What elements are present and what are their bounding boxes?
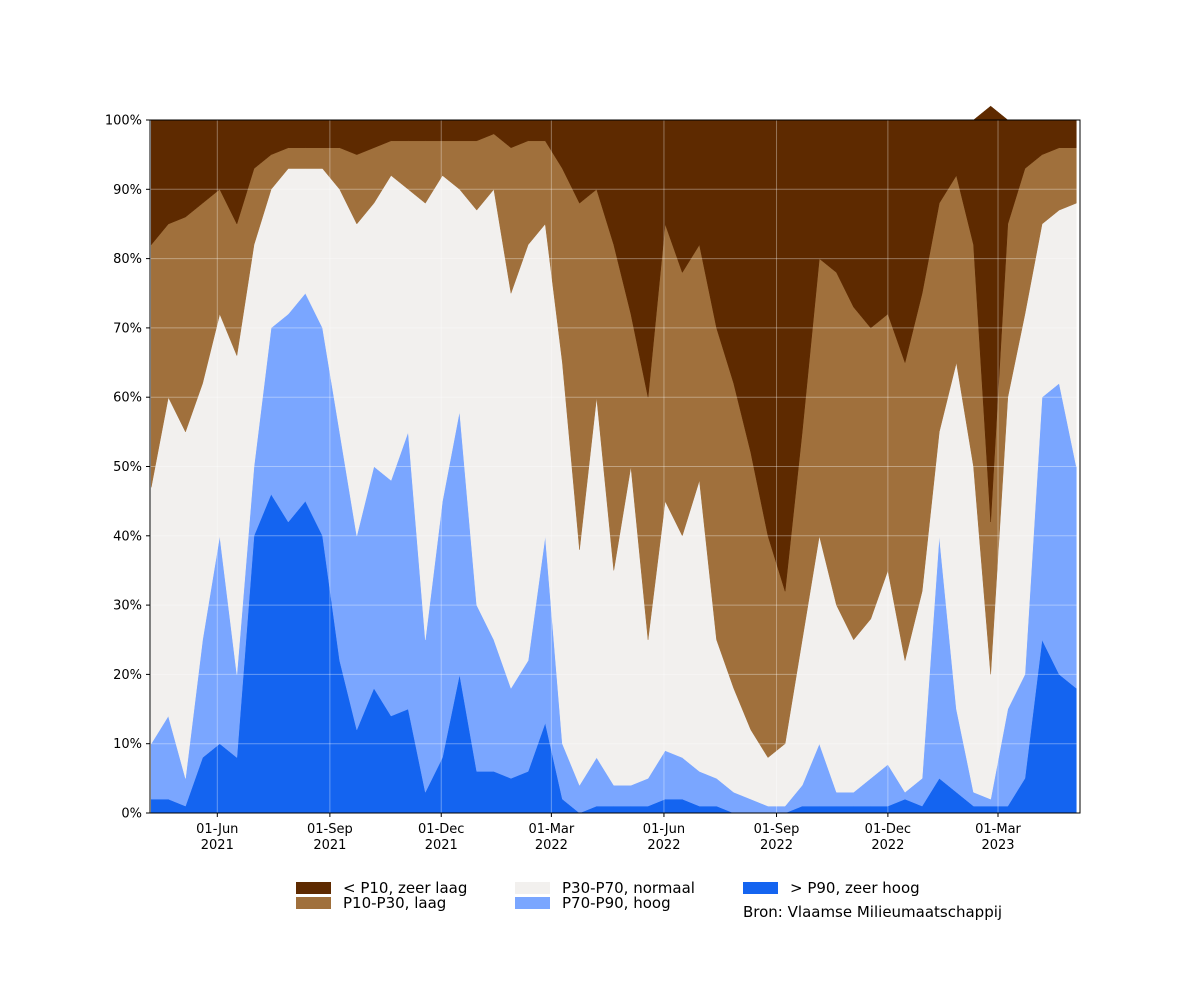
y-tick-label: 10% (113, 737, 142, 752)
y-tick-label: 20% (113, 668, 142, 683)
x-tick-label-line: 01-Sep (754, 822, 800, 837)
x-tick-label-line: 2022 (647, 838, 680, 853)
y-tick-label: 70% (113, 321, 142, 336)
x-tick-label: 01-Jun 2022 (643, 822, 685, 853)
x-tick-label: 01-Jun 2021 (196, 822, 238, 853)
y-tick-label: 30% (113, 599, 142, 614)
x-tick-label-line: 01-Jun (643, 822, 685, 837)
x-tick-label-line: 2021 (201, 838, 234, 853)
legend-swatch (743, 882, 778, 894)
x-tick-label-line: 01-Dec (418, 822, 464, 837)
source-note: Bron: Vlaamse Milieumaatschappij (743, 903, 1002, 921)
x-tick-label-line: 01-Mar (528, 822, 574, 837)
x-tick-label-line: 2022 (871, 838, 904, 853)
y-tick-label: 90% (113, 183, 142, 198)
legend-swatch (515, 882, 550, 894)
x-tick-label: 01-Dec 2021 (418, 822, 464, 853)
y-tick-label: 100% (105, 114, 142, 129)
legend-label: < P10, zeer laag (343, 879, 467, 897)
x-tick-label-line: 2021 (425, 838, 458, 853)
y-tick-label: 40% (113, 529, 142, 544)
x-tick-label: 01-Sep 2021 (307, 822, 353, 853)
legend-label: P30-P70, normaal (562, 879, 695, 897)
x-tick-label: 01-Mar 2023 (975, 822, 1021, 853)
legend-swatch (296, 897, 331, 909)
x-tick-label-line: 2023 (981, 838, 1014, 853)
legend-label: P10-P30, laag (343, 894, 446, 912)
legend-label: P70-P90, hoog (562, 894, 671, 912)
legend-swatch (296, 882, 331, 894)
x-tick-label: 01-Sep 2022 (754, 822, 800, 853)
x-tick-label-line: 01-Dec (865, 822, 911, 837)
x-tick-label: 01-Mar 2022 (528, 822, 574, 853)
x-tick-label-line: 2021 (313, 838, 346, 853)
x-tick-label-line: 01-Jun (196, 822, 238, 837)
x-tick-label-line: 01-Sep (307, 822, 353, 837)
y-tick-label: 0% (121, 807, 142, 822)
y-tick-label: 60% (113, 391, 142, 406)
x-tick-label-line: 2022 (760, 838, 793, 853)
y-tick-label: 50% (113, 460, 142, 475)
plot-frame (149, 119, 1081, 814)
legend-label: > P90, zeer hoog (790, 879, 920, 897)
x-tick-label-line: 2022 (535, 838, 568, 853)
y-tick-label: 80% (113, 252, 142, 267)
legend-swatch (515, 897, 550, 909)
x-tick-label-line: 01-Mar (975, 822, 1021, 837)
x-tick-label: 01-Dec 2022 (865, 822, 911, 853)
